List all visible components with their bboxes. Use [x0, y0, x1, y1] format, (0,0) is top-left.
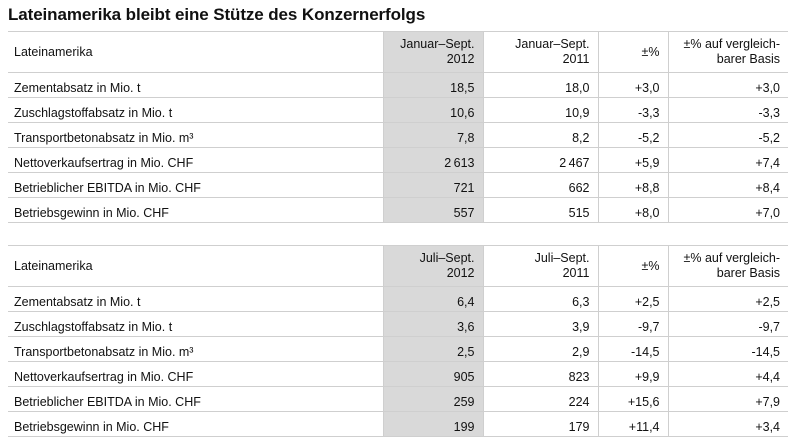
- cell-change: +9,9: [598, 361, 669, 387]
- header-change-pct: ±%: [598, 245, 669, 287]
- cell-comparable: +4,4: [668, 361, 788, 387]
- row-label: Betriebsgewinn in Mio. CHF: [8, 411, 384, 437]
- cell-comparable: +7,4: [668, 147, 788, 173]
- table-row: Betrieblicher EBITDA in Mio. CHF 259 224…: [8, 386, 788, 412]
- cell-previous: 179: [483, 411, 599, 437]
- table-row: Betriebsgewinn in Mio. CHF 557 515 +8,0 …: [8, 197, 788, 223]
- row-label: Nettoverkaufsertrag in Mio. CHF: [8, 361, 384, 387]
- cell-comparable: +7,9: [668, 386, 788, 412]
- header-previous-period-line1: Januar–Sept.: [515, 37, 590, 51]
- cell-change: -14,5: [598, 336, 669, 362]
- cell-comparable: +3,0: [668, 72, 788, 98]
- header-current-period-line2: 2012: [446, 266, 475, 280]
- header-previous-period-line2: 2011: [562, 266, 590, 280]
- cell-previous: 8,2: [483, 122, 599, 148]
- cell-change: +8,8: [598, 172, 669, 198]
- table-row: Zuschlagstoffabsatz in Mio. t 3,6 3,9 -9…: [8, 311, 788, 337]
- table-row: Betriebsgewinn in Mio. CHF 199 179 +11,4…: [8, 411, 788, 437]
- header-comparable-line2: barer Basis: [716, 266, 780, 280]
- financial-table-jul-sept: Lateinamerika Juli–Sept. 2012 Juli–Sept.…: [8, 245, 788, 437]
- header-previous-period: Juli–Sept. 2011: [483, 245, 599, 287]
- cell-current: 2 613: [383, 147, 484, 173]
- table-row: Zementabsatz in Mio. t 18,5 18,0 +3,0 +3…: [8, 72, 788, 98]
- cell-previous: 823: [483, 361, 599, 387]
- table-row: Betrieblicher EBITDA in Mio. CHF 721 662…: [8, 172, 788, 198]
- header-comparable-line2: barer Basis: [716, 52, 780, 66]
- cell-change: -9,7: [598, 311, 669, 337]
- header-current-period-line1: Januar–Sept.: [400, 37, 475, 51]
- cell-comparable: -5,2: [668, 122, 788, 148]
- cell-current: 10,6: [383, 97, 484, 123]
- cell-previous: 10,9: [483, 97, 599, 123]
- cell-current: 259: [383, 386, 484, 412]
- row-label: Zuschlagstoffabsatz in Mio. t: [8, 311, 384, 337]
- cell-previous: 6,3: [483, 286, 599, 312]
- header-previous-period: Januar–Sept. 2011: [483, 31, 599, 73]
- header-previous-period-line1: Juli–Sept.: [534, 251, 590, 265]
- cell-current: 905: [383, 361, 484, 387]
- cell-previous: 515: [483, 197, 599, 223]
- table-row: Transportbetonabsatz in Mio. m³ 7,8 8,2 …: [8, 122, 788, 148]
- cell-change: -5,2: [598, 122, 669, 148]
- cell-change: +2,5: [598, 286, 669, 312]
- table-row: Zuschlagstoffabsatz in Mio. t 10,6 10,9 …: [8, 97, 788, 123]
- cell-current: 557: [383, 197, 484, 223]
- cell-comparable: -3,3: [668, 97, 788, 123]
- cell-comparable: +2,5: [668, 286, 788, 312]
- row-label: Transportbetonabsatz in Mio. m³: [8, 122, 384, 148]
- header-change-pct: ±%: [598, 31, 669, 73]
- row-label: Nettoverkaufsertrag in Mio. CHF: [8, 147, 384, 173]
- row-label: Betriebsgewinn in Mio. CHF: [8, 197, 384, 223]
- row-label: Zuschlagstoffabsatz in Mio. t: [8, 97, 384, 123]
- cell-current: 3,6: [383, 311, 484, 337]
- row-label: Zementabsatz in Mio. t: [8, 72, 384, 98]
- cell-previous: 662: [483, 172, 599, 198]
- cell-current: 2,5: [383, 336, 484, 362]
- header-region-label: Lateinamerika: [8, 245, 384, 287]
- table-header-row: Lateinamerika Juli–Sept. 2012 Juli–Sept.…: [8, 245, 788, 287]
- header-current-period: Januar–Sept. 2012: [383, 31, 484, 73]
- cell-comparable: -9,7: [668, 311, 788, 337]
- page-title: Lateinamerika bleibt eine Stütze des Kon…: [8, 5, 426, 24]
- table-row: Nettoverkaufsertrag in Mio. CHF 2 613 2 …: [8, 147, 788, 173]
- cell-previous: 18,0: [483, 72, 599, 98]
- cell-current: 18,5: [383, 72, 484, 98]
- table-row: Transportbetonabsatz in Mio. m³ 2,5 2,9 …: [8, 336, 788, 362]
- header-comparable-change: ±% auf vergleich- barer Basis: [668, 245, 788, 287]
- header-comparable-line1: ±% auf vergleich-: [683, 251, 780, 265]
- cell-comparable: -14,5: [668, 336, 788, 362]
- header-current-period-line1: Juli–Sept.: [419, 251, 475, 265]
- cell-previous: 2 467: [483, 147, 599, 173]
- header-comparable-change: ±% auf vergleich- barer Basis: [668, 31, 788, 73]
- financial-table-jan-sept: Lateinamerika Januar–Sept. 2012 Januar–S…: [8, 31, 788, 223]
- cell-change: +3,0: [598, 72, 669, 98]
- header-current-period: Juli–Sept. 2012: [383, 245, 484, 287]
- table-row: Zementabsatz in Mio. t 6,4 6,3 +2,5 +2,5: [8, 286, 788, 312]
- header-comparable-line1: ±% auf vergleich-: [683, 37, 780, 51]
- cell-previous: 2,9: [483, 336, 599, 362]
- row-label: Betrieblicher EBITDA in Mio. CHF: [8, 386, 384, 412]
- cell-change: +5,9: [598, 147, 669, 173]
- header-region-label: Lateinamerika: [8, 31, 384, 73]
- cell-current: 6,4: [383, 286, 484, 312]
- row-label: Transportbetonabsatz in Mio. m³: [8, 336, 384, 362]
- cell-change: +8,0: [598, 197, 669, 223]
- cell-change: +11,4: [598, 411, 669, 437]
- header-previous-period-line2: 2011: [562, 52, 590, 66]
- row-label: Betrieblicher EBITDA in Mio. CHF: [8, 172, 384, 198]
- header-current-period-line2: 2012: [446, 52, 475, 66]
- cell-current: 721: [383, 172, 484, 198]
- row-label: Zementabsatz in Mio. t: [8, 286, 384, 312]
- table-header-row: Lateinamerika Januar–Sept. 2012 Januar–S…: [8, 31, 788, 73]
- cell-comparable: +8,4: [668, 172, 788, 198]
- cell-current: 199: [383, 411, 484, 437]
- cell-current: 7,8: [383, 122, 484, 148]
- cell-previous: 224: [483, 386, 599, 412]
- cell-comparable: +7,0: [668, 197, 788, 223]
- cell-change: +15,6: [598, 386, 669, 412]
- cell-change: -3,3: [598, 97, 669, 123]
- table-row: Nettoverkaufsertrag in Mio. CHF 905 823 …: [8, 361, 788, 387]
- cell-comparable: +3,4: [668, 411, 788, 437]
- cell-previous: 3,9: [483, 311, 599, 337]
